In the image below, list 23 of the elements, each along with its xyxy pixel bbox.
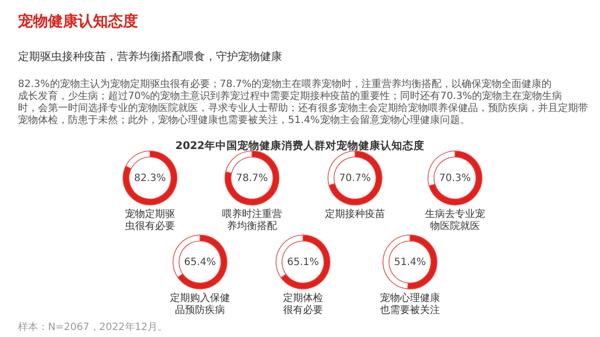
text: 宠物健康认知态度 [17,12,138,30]
slice-label: 喂养时注重营养均衡搭配 [222,208,282,232]
text: 2022年中国宠物健康消费人群对宠物健康认知态度 [175,139,425,152]
data-label: 70.7% [339,173,371,184]
slice-label: 宠物心理健康也需要被关注 [380,292,440,316]
text: 定期驱虫接种疫苗，营养均衡搭配喂食，守护宠物健康 [18,50,282,63]
slice-label: 生病去专业宠物医院就医 [425,208,485,232]
slice-label: 定期接种疫苗 [325,208,385,220]
donut-slice [224,150,280,206]
data-label: 70.3% [439,173,471,184]
data-label: 65.4% [184,257,216,268]
slice-label: 宠物定期驱虫很有必要 [125,208,175,232]
donut-slice [122,150,178,206]
data-label: 78.7% [236,173,268,184]
data-label: 82.3% [134,173,166,184]
slice-label: 定期体检很有必要 [283,292,323,316]
donut-slice [428,150,482,206]
data-label: 51.4% [394,257,426,268]
text: 82.3%的宠物主认为宠物定期驱虫很有必要；78.7%的宠物主在喂养宠物时，注重营养均衡搭配，以确保宠物全面健康的成长发育，少生病；超过70%的宠物主意识到养宠过程中需要定期接种疫苗的重要性；同时还有70.3%的宠物主在宠物生病时，会第一时间选择专业的宠物医院就医，寻求专业人士帮助；还有很多宠物主会定期给宠物喂养保健品，预防疾病，并且定期带宠物体检，防患于未然；此外，宠物心理健康也需要被关注，51.4%宠物主会留意宠物心理健康问题。 [18,78,588,126]
text: 样本：N=2067，2022年12月。 [18,321,168,333]
slice-label: 定期购入保健品预防疾病 [170,292,230,316]
donut-slice [328,150,382,206]
data-label: 65.1% [287,257,319,268]
